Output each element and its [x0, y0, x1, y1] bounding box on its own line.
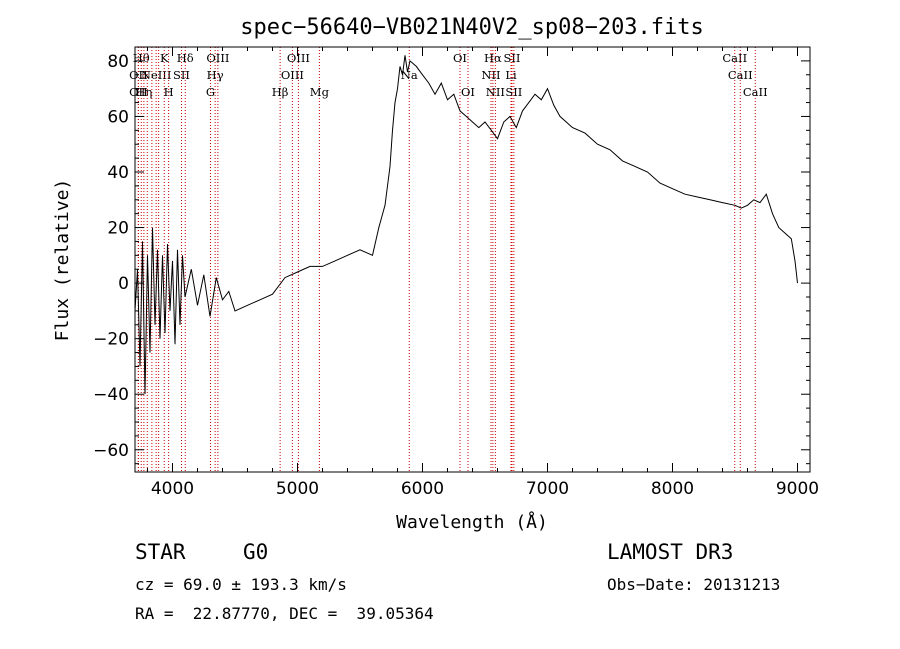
spectral-line-label: G: [206, 85, 215, 99]
spectral-line-label: OIII: [287, 51, 310, 65]
spectral-line-label: OIII: [281, 68, 304, 82]
chart-title: spec−56640−VB021N40V2_sp08−203.fits: [240, 15, 704, 40]
spectral-line-label: SII: [505, 85, 522, 99]
x-tick-label: 6000: [401, 479, 444, 499]
spectral-line-label: NeIII: [141, 68, 172, 82]
spectral-line-label: OI: [453, 51, 467, 65]
obs-date: Obs−Date: 20131213: [607, 575, 781, 594]
x-axis-ticks: 4000 5000 6000 7000 8000 9000: [147, 47, 819, 499]
spectral-line-label: Mg: [310, 85, 330, 99]
spectral-line-label: Li: [505, 68, 517, 82]
spectral-line-label: CaII: [743, 85, 768, 99]
y-axis-label: Flux (relative): [52, 179, 73, 342]
spectral-line-label: OIII: [206, 51, 229, 65]
spectral-line-label: NII: [486, 85, 505, 99]
y-tick-label: −20: [93, 330, 129, 350]
spectral-line-label: SII: [504, 51, 521, 65]
x-axis-label: Wavelength (Å): [396, 511, 548, 533]
spectral-line-label: SII: [173, 68, 190, 82]
y-tick-label: 0: [118, 274, 129, 294]
y-tick-label: −60: [93, 441, 129, 461]
y-tick-label: 20: [107, 219, 129, 239]
spectral-line-label: Hη: [135, 85, 152, 99]
spectral-line-label: NII: [481, 68, 500, 82]
coordinates: RA = 22.87770, DEC = 39.05364: [135, 604, 434, 623]
spectral-line-label: Hδ: [177, 51, 194, 65]
x-tick-label: 9000: [776, 479, 819, 499]
y-tick-label: 40: [107, 163, 129, 183]
y-axis-ticks: −60 −40 −20 0 20 40 60 80: [93, 46, 810, 465]
spectral-subclass: G0: [243, 540, 269, 564]
object-class: STAR: [135, 540, 186, 564]
y-tick-label: −40: [93, 385, 129, 405]
spectral-line-label: Hα: [484, 51, 502, 65]
spectral-line-label: Hθ: [133, 51, 150, 65]
spectral-line-label: CaII: [722, 51, 747, 65]
spectral-line-label: CaII: [728, 68, 753, 82]
y-tick-label: 80: [107, 52, 129, 72]
plot-frame: [134, 46, 811, 473]
survey-label: LAMOST DR3: [607, 540, 734, 564]
spectrum-line: [134, 55, 798, 395]
line-markers: HθOIIOIIHηNeIIIKHSIIHδGHγOIIIHβOIIIOIIIM…: [129, 47, 768, 472]
spectral-line-label: H: [164, 85, 174, 99]
x-tick-label: 8000: [651, 479, 694, 499]
y-tick-label: 60: [107, 107, 129, 127]
x-tick-label: 4000: [151, 479, 194, 499]
spectral-line-label: Na: [401, 68, 418, 82]
x-tick-label: 7000: [526, 479, 569, 499]
spectral-line-label: Hβ: [272, 85, 289, 99]
spectral-line-label: Hγ: [207, 68, 224, 82]
spectral-line-label: K: [160, 51, 169, 65]
x-tick-label: 5000: [276, 479, 319, 499]
redshift-line: cz = 69.0 ± 193.3 km/s: [135, 575, 347, 594]
spectral-line-label: OII: [129, 85, 148, 99]
spectral-line-label: OI: [461, 85, 475, 99]
